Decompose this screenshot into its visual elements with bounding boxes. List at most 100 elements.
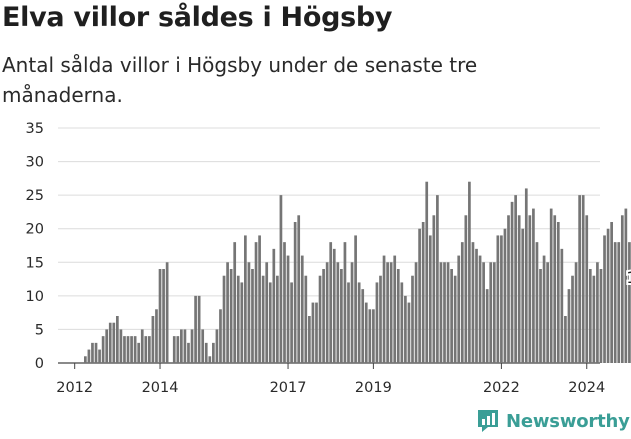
bar [432, 215, 436, 363]
bar [567, 289, 571, 363]
bar [489, 262, 493, 363]
bar [500, 235, 503, 363]
bar [578, 195, 581, 363]
y-tick-label: 0 [35, 356, 44, 372]
bar [389, 262, 393, 363]
bar [453, 275, 457, 363]
bar [546, 262, 549, 363]
bar [542, 255, 546, 363]
bar [574, 262, 578, 363]
bar [421, 222, 425, 363]
newsworthy-icon [478, 410, 498, 432]
bar [492, 262, 496, 363]
bar [400, 282, 404, 363]
bar [340, 269, 343, 363]
x-tick-label: 2024 [568, 380, 605, 396]
bar [304, 275, 308, 363]
bar [596, 262, 599, 363]
latest-value-label: 11 [626, 268, 631, 287]
bar [233, 242, 237, 363]
bar [581, 195, 585, 363]
bar [332, 248, 336, 363]
annotations: 11 [624, 266, 631, 289]
x-tick-label: 2019 [355, 380, 392, 396]
x-tick-label: 2017 [270, 380, 307, 396]
bar [308, 316, 311, 363]
bar [503, 228, 507, 363]
bar [108, 322, 112, 363]
bar [123, 336, 126, 363]
y-tick-label: 25 [26, 188, 44, 204]
bar [279, 195, 283, 363]
bar [261, 275, 265, 363]
bar [478, 255, 482, 363]
bar [251, 269, 254, 363]
bar [471, 242, 475, 363]
bar [393, 255, 397, 363]
bar [325, 262, 329, 363]
bar [521, 228, 525, 363]
bar [485, 289, 489, 363]
bar [571, 275, 574, 363]
bar [315, 302, 318, 363]
bar [457, 255, 461, 363]
bar [87, 349, 91, 363]
bar [276, 275, 279, 363]
bar [229, 269, 233, 363]
bar [357, 282, 361, 363]
bar [617, 242, 621, 363]
bar [599, 269, 603, 363]
bar [407, 302, 411, 363]
bar [396, 269, 400, 363]
bar [311, 302, 315, 363]
newsworthy-logo[interactable]: Newsworthy [476, 408, 630, 434]
bar [212, 342, 215, 363]
bar [201, 329, 205, 363]
bar [105, 329, 109, 363]
bar [180, 329, 183, 363]
bar [556, 222, 560, 363]
bar [165, 262, 169, 363]
bar [176, 336, 180, 363]
bar [382, 255, 386, 363]
bar [283, 242, 286, 363]
bar [414, 262, 418, 363]
bar [524, 188, 528, 363]
bar [336, 262, 340, 363]
bar [318, 275, 322, 363]
x-tick-label: 2014 [142, 380, 179, 396]
bar [350, 262, 354, 363]
bar [404, 295, 407, 363]
bar [151, 316, 155, 363]
bar [368, 309, 372, 363]
bar [194, 295, 197, 363]
bar [219, 309, 222, 363]
bar [137, 342, 141, 363]
y-tick-label: 15 [26, 255, 44, 271]
brand-name: Newsworthy [506, 410, 630, 432]
y-tick-label: 30 [26, 155, 44, 171]
bar [496, 235, 500, 363]
bar [585, 215, 589, 363]
chart-title: Elva villor såldes i Högsby [2, 2, 393, 33]
y-tick-label: 35 [26, 121, 44, 137]
bar [549, 208, 553, 363]
bar [119, 329, 123, 363]
bar [428, 235, 432, 363]
bar [240, 282, 244, 363]
bar [148, 336, 151, 363]
bar [144, 336, 148, 363]
x-tick-label: 2022 [483, 380, 520, 396]
bar [247, 262, 251, 363]
bar [254, 242, 258, 363]
bar [539, 269, 542, 363]
bar [482, 262, 485, 363]
bar [101, 336, 105, 363]
bar [411, 275, 414, 363]
bar [172, 336, 176, 363]
bar [300, 255, 304, 363]
y-axis-ticks: 0 5 10 15 20 25 30 35 [26, 121, 44, 372]
bar [372, 309, 375, 363]
bar [375, 282, 379, 363]
